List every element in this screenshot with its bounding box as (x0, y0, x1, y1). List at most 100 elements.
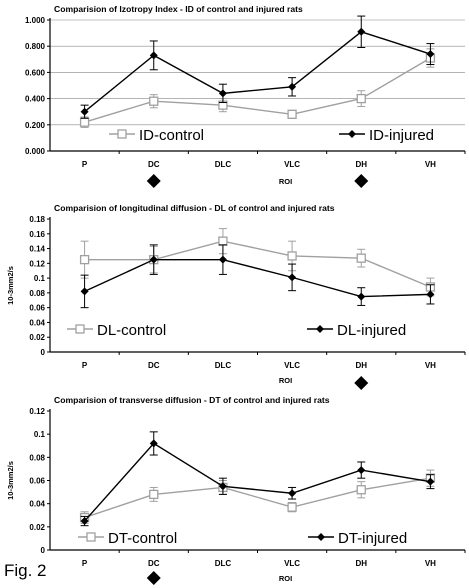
data-point (426, 290, 435, 299)
figure-label: Fig. 2 (4, 561, 47, 580)
series-id-control (79, 48, 436, 128)
data-point (218, 89, 227, 98)
data-point (80, 107, 89, 116)
data-point (287, 251, 297, 261)
legend-entry: DT-control (78, 530, 177, 547)
data-point (80, 287, 89, 296)
x-axis-label: ROI (279, 376, 292, 385)
data-point (356, 253, 366, 263)
x-tick-label: DLC (215, 160, 232, 169)
legend-label: DL-control (97, 322, 166, 339)
x-tick-label: VLC (284, 559, 300, 568)
data-point (79, 117, 90, 127)
chart-1: Comparision of Izotropy Index - ID of co… (25, 4, 466, 188)
y-tick-label: 0.200 (25, 121, 46, 130)
data-point (426, 50, 435, 59)
y-tick-label: 0.12 (29, 259, 45, 268)
series-dl-injured (80, 244, 435, 309)
legend-label: ID-control (139, 127, 204, 144)
series-line (84, 57, 431, 123)
data-point (287, 109, 297, 119)
legend-label: DT-injured (338, 530, 407, 547)
x-tick-label: VH (425, 559, 436, 568)
series-line (84, 442, 431, 522)
significance-marker (354, 376, 369, 390)
x-tick-label: VH (425, 160, 436, 169)
data-point (357, 292, 366, 301)
y-tick-label: 0.000 (25, 147, 46, 156)
data-point (149, 489, 159, 500)
series-id-injured (80, 15, 435, 119)
x-tick-label: DC (148, 361, 160, 370)
legend-label: DL-injured (337, 322, 406, 339)
y-tick-label: 0.1 (34, 274, 46, 283)
y-axis-label: 10-3mm2/s (6, 461, 15, 500)
y-tick-label: 0.02 (29, 523, 45, 532)
y-tick-label: 0 (41, 546, 46, 555)
data-point (149, 439, 158, 448)
x-tick-label: DLC (215, 559, 232, 568)
y-tick-label: 0.08 (29, 453, 45, 462)
legend-entry: DL-injured (307, 322, 406, 339)
y-tick-label: 1.000 (25, 16, 46, 25)
legend-label: ID-injured (369, 127, 434, 144)
x-tick-label: VLC (284, 361, 300, 370)
data-point (288, 82, 297, 91)
y-tick-label: 0.1 (34, 430, 46, 439)
y-tick-label: 0.06 (29, 304, 45, 313)
x-tick-label: DC (148, 160, 160, 169)
series-line (84, 477, 431, 519)
chart-title: Comparision of transverse diffusion - DT… (54, 395, 330, 405)
y-tick-label: 0.800 (25, 42, 46, 51)
y-tick-label: 0.12 (29, 407, 45, 416)
legend-marker (316, 325, 324, 333)
x-tick-label: DH (355, 160, 367, 169)
chart-title: Comparision of longitudinal diffusion - … (54, 203, 335, 213)
series-dl-control (79, 228, 436, 297)
series-dt-control (79, 469, 436, 524)
y-tick-label: 0 (41, 348, 46, 357)
series-line (84, 240, 431, 288)
x-tick-label: VH (425, 361, 436, 370)
data-point (426, 477, 435, 486)
x-tick-label: DC (148, 559, 160, 568)
chart-3: Comparision of transverse diffusion - DT… (6, 395, 466, 585)
legend-entry: DL-control (67, 322, 166, 339)
y-tick-label: 0.400 (25, 95, 46, 104)
significance-marker (354, 174, 369, 188)
y-tick-label: 0.02 (29, 333, 45, 342)
x-tick-label: DH (355, 559, 367, 568)
legend-entry: DT-injured (308, 530, 407, 547)
series-dt-injured (80, 431, 435, 527)
data-point (356, 485, 366, 495)
legend-label: DT-control (108, 530, 177, 547)
data-point (287, 502, 297, 512)
y-tick-label: 0.16 (29, 230, 45, 239)
y-tick-label: 0.08 (29, 289, 45, 298)
data-point (80, 517, 89, 526)
data-point (218, 236, 228, 246)
data-point (149, 255, 158, 264)
data-point (288, 489, 297, 498)
x-axis-label: ROI (279, 177, 292, 186)
series-line (84, 258, 431, 298)
significance-marker (146, 174, 161, 188)
y-tick-label: 0.04 (29, 318, 45, 327)
data-point (288, 273, 297, 282)
x-tick-label: P (82, 160, 88, 169)
legend-marker (117, 129, 127, 139)
legend-marker (75, 324, 85, 334)
x-tick-label: DLC (215, 361, 232, 370)
y-axis-label: 10-3mm2/s (6, 266, 15, 305)
data-point (149, 51, 158, 60)
y-tick-label: 0.04 (29, 500, 45, 509)
x-tick-label: P (82, 361, 88, 370)
chart-title: Comparision of Izotropy Index - ID of co… (54, 4, 303, 14)
x-tick-label: DH (355, 361, 367, 370)
x-tick-label: P (82, 559, 88, 568)
x-axis-label: ROI (279, 574, 292, 583)
y-tick-label: 0.14 (29, 245, 45, 254)
legend-marker (86, 532, 96, 542)
legend-entry: ID-control (109, 127, 204, 144)
